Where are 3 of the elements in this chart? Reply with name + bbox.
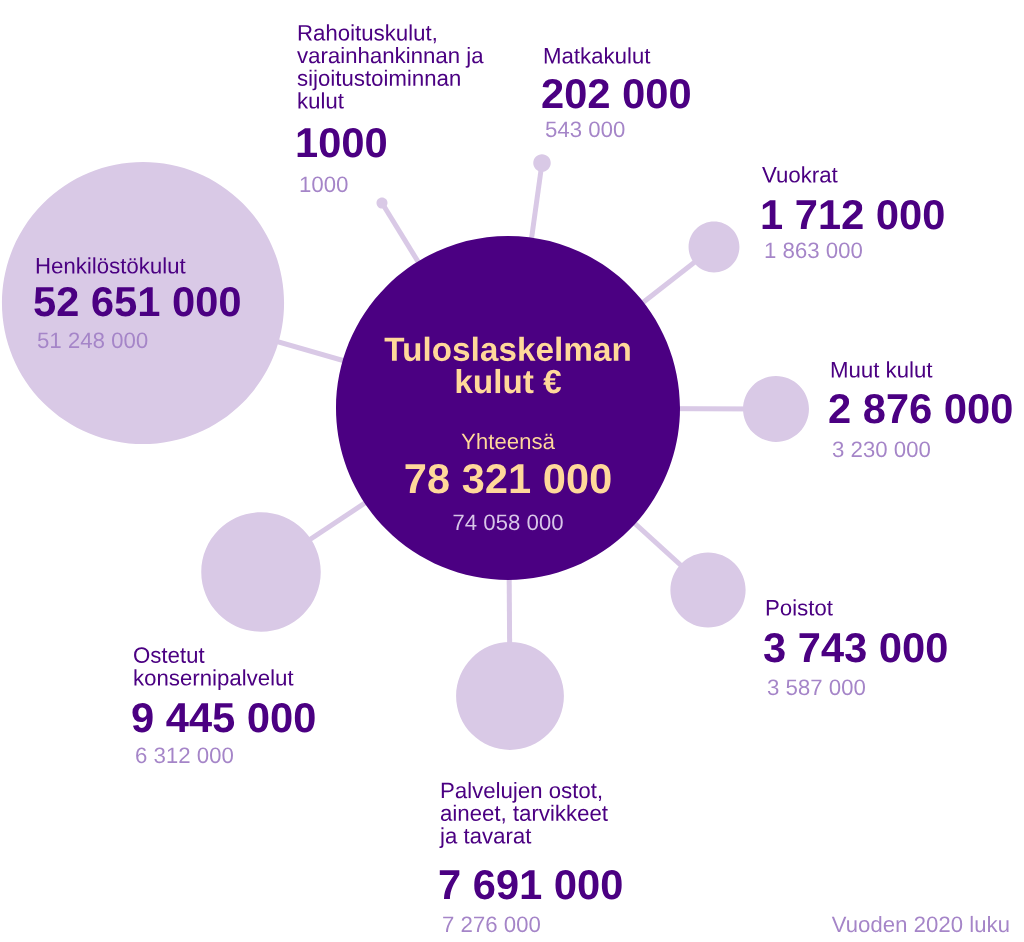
category-label: Rahoituskulut, varainhankinnan ja sijoitustoiminnan kulut <box>297 24 484 109</box>
category-label: Matkakulut <box>544 47 651 64</box>
data-label: 202 000 <box>542 78 690 109</box>
